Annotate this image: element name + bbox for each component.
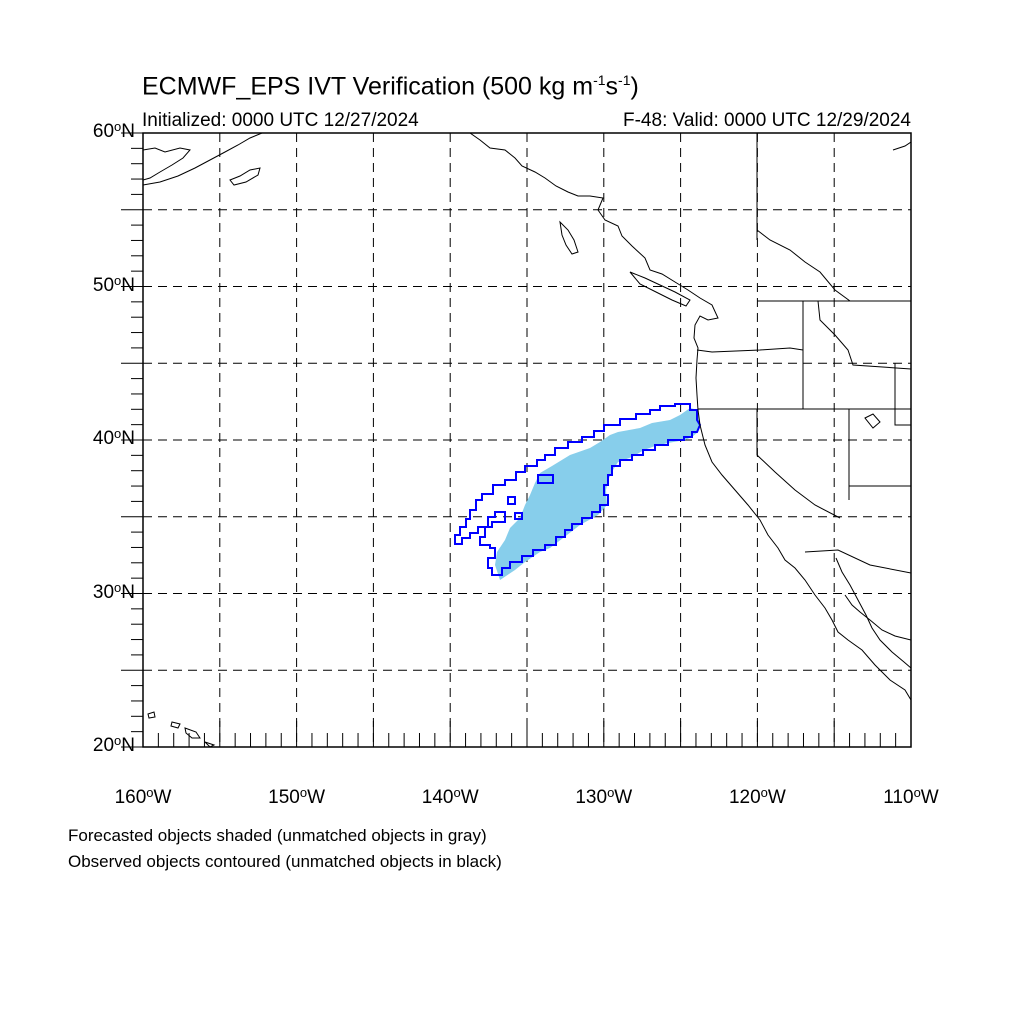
footer-forecast-note: Forecasted objects shaded (unmatched obj… xyxy=(68,826,487,845)
island-hawaii-3 xyxy=(184,727,201,739)
latitude-label: 60oN xyxy=(92,119,135,142)
island-haida-gwaii xyxy=(559,220,579,255)
coastlines xyxy=(143,133,911,747)
longitude-label: 160oW xyxy=(114,785,172,808)
longitude-label: 130oW xyxy=(575,785,633,808)
coastline-hudson xyxy=(892,141,911,151)
latitude-label: 30oN xyxy=(92,579,135,603)
island-hawaii-1 xyxy=(147,711,156,719)
map-gridlines xyxy=(143,133,911,747)
island-hawaii-4 xyxy=(204,741,216,747)
footer-observed-note: Observed objects contoured (unmatched ob… xyxy=(68,852,502,871)
longitude-label: 150oW xyxy=(268,785,326,808)
axis-ticks xyxy=(121,132,912,748)
border-us-mexico xyxy=(804,549,911,574)
longitude-label: 140oW xyxy=(421,785,479,808)
political-boundaries xyxy=(696,133,911,574)
border-wyoming xyxy=(894,363,911,426)
initialized-time: Initialized: 0000 UTC 12/27/2024 xyxy=(142,110,419,131)
coastline-north-america xyxy=(469,133,911,701)
coastline-alaska-peninsula xyxy=(143,133,263,186)
observed-ivt-contour xyxy=(454,403,702,576)
border-bc-alberta xyxy=(756,229,851,302)
border-washington-oregon xyxy=(696,347,804,353)
longitude-label: 120oW xyxy=(728,785,786,808)
observed-ivt-contour-small xyxy=(514,512,523,520)
border-nevada-california xyxy=(756,409,841,519)
plot-frame xyxy=(142,132,912,748)
coastline-alaska xyxy=(143,147,191,181)
latitude-label: 20oN xyxy=(92,733,135,756)
map-title: ECMWF_EPS IVT Verification (500 kg m-1s-… xyxy=(142,72,639,101)
latitude-label: 50oN xyxy=(92,272,135,296)
lake-great-salt xyxy=(864,413,881,429)
border-idaho-montana xyxy=(817,300,911,370)
coastline-baja-east xyxy=(844,594,911,641)
observed-ivt-contour-small xyxy=(507,496,516,505)
island-kodiak xyxy=(229,167,261,186)
island-hawaii-2 xyxy=(170,721,181,729)
coastline-baja-gulf xyxy=(835,557,911,669)
longitude-label: 110oW xyxy=(883,785,939,808)
island-vancouver xyxy=(629,271,691,307)
forecast-ivt-object xyxy=(495,408,700,580)
valid-time: F-48: Valid: 0000 UTC 12/29/2024 xyxy=(623,110,911,131)
latitude-label: 40oN xyxy=(92,426,135,449)
observed-ivt-contour-small xyxy=(537,474,554,484)
